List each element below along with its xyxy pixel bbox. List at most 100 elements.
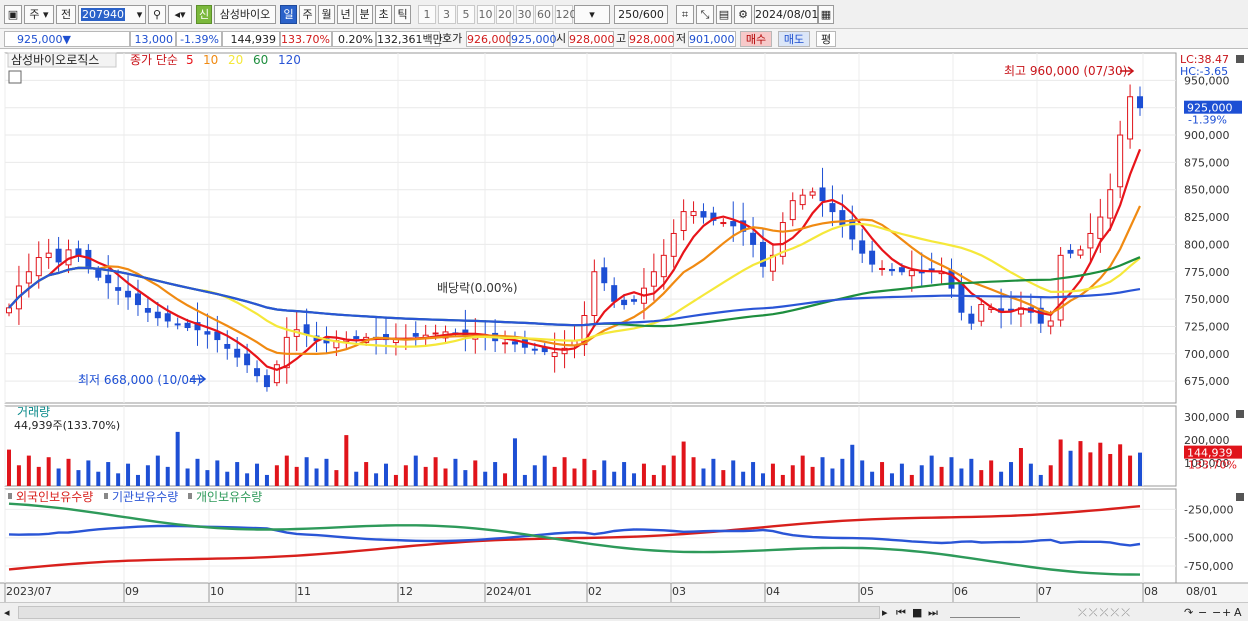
- volume-bar: [1128, 455, 1133, 486]
- volume-bar: [66, 458, 71, 486]
- text-size-icon[interactable]: A: [1234, 606, 1242, 619]
- volume-bar: [126, 463, 131, 486]
- volume-bar: [1118, 444, 1123, 486]
- interval-button[interactable]: 60: [535, 5, 553, 24]
- volume-bar: [731, 460, 736, 486]
- draw-tool-icon[interactable]: ⤡: [696, 5, 714, 24]
- period-tab[interactable]: 년: [337, 5, 354, 24]
- volume-bar: [86, 460, 91, 486]
- holding-close-icon[interactable]: [1236, 493, 1244, 501]
- candle-body: [95, 269, 102, 278]
- candle-body: [849, 219, 856, 240]
- legend-stock-name: 삼성바이오로직스: [11, 53, 99, 67]
- legend-ma-period[interactable]: 60: [253, 53, 268, 67]
- zoom-in-icon[interactable]: +: [1222, 606, 1232, 619]
- volume-bar: [433, 457, 438, 486]
- candle-body: [978, 304, 985, 322]
- holding-legend-item[interactable]: 기관보유수량: [112, 490, 178, 504]
- price-tick-label: 950,000: [1184, 74, 1230, 87]
- next-page-icon[interactable]: ⏭: [928, 606, 938, 619]
- holding-legend-item[interactable]: 개인보유수량: [196, 490, 262, 504]
- horizontal-scrollbar[interactable]: [18, 606, 880, 619]
- buy-button[interactable]: 매수: [740, 31, 772, 47]
- calendar-icon[interactable]: ▦: [818, 5, 834, 24]
- stop-icon[interactable]: ■: [912, 606, 923, 619]
- period-tab[interactable]: 분: [356, 5, 373, 24]
- prev-page-icon[interactable]: ⏮: [896, 606, 906, 619]
- volume-bar: [532, 465, 537, 486]
- legend-ma-period[interactable]: 20: [228, 53, 243, 67]
- search-icon[interactable]: ⚲: [148, 5, 166, 24]
- volume-bar: [711, 458, 716, 486]
- sell-button[interactable]: 매도: [778, 31, 810, 47]
- layout-icon[interactable]: ▣: [4, 5, 22, 24]
- volume-bar: [1058, 439, 1063, 486]
- candle-body: [839, 210, 846, 226]
- volume-bar: [235, 462, 240, 486]
- crosshair-icon[interactable]: ⌗: [676, 5, 694, 24]
- candle-body: [809, 191, 816, 196]
- lc-label: LC:38.47: [1180, 53, 1229, 66]
- volume-bar: [810, 466, 815, 486]
- prev-button[interactable]: 전: [56, 5, 76, 24]
- interval-dropdown[interactable]: ▾: [574, 5, 610, 24]
- volume-bar: [106, 462, 111, 486]
- period-tab[interactable]: 초: [375, 5, 392, 24]
- interval-button[interactable]: 3: [437, 5, 456, 24]
- period-tab[interactable]: 틱: [394, 5, 411, 24]
- period-tab[interactable]: 일: [280, 5, 297, 24]
- interval-button[interactable]: 20: [496, 5, 514, 24]
- period-tab[interactable]: 월: [318, 5, 335, 24]
- volume-ratio: 133.70%: [280, 31, 332, 47]
- stock-chart[interactable]: 950,000 925,000 900,000 875,000 850,000 825,0…: [0, 50, 1248, 602]
- zoom-out-icon[interactable]: −: [1198, 606, 1208, 619]
- interval-button[interactable]: 1: [418, 5, 436, 24]
- interval-button[interactable]: 10: [476, 5, 495, 24]
- candle-body: [1107, 189, 1114, 219]
- period-tab[interactable]: 주: [299, 5, 316, 24]
- period-select[interactable]: 주 ▾: [24, 5, 54, 24]
- speaker-icon[interactable]: ◂▾: [168, 5, 192, 24]
- zoom-slider[interactable]: [950, 609, 1020, 618]
- interval-button[interactable]: 5: [457, 5, 475, 24]
- volume-close-icon[interactable]: [1236, 410, 1244, 418]
- legend-ma-period[interactable]: 5: [186, 53, 194, 67]
- ask-price: 926,000: [466, 31, 513, 47]
- volume-bar: [185, 468, 190, 486]
- gear-icon[interactable]: ⚙: [734, 5, 752, 24]
- code-dropdown-icon[interactable]: ▾: [134, 5, 146, 24]
- date-field[interactable]: 2024/08/01: [754, 5, 818, 24]
- volume-current-tag-text: 144,939: [1187, 447, 1233, 460]
- redo-icon[interactable]: ↷: [1184, 606, 1194, 619]
- scroll-right-icon[interactable]: ▸: [882, 606, 888, 619]
- save-icon[interactable]: ▤: [716, 5, 732, 24]
- interval-button[interactable]: 120: [554, 5, 577, 24]
- candle-body: [898, 267, 905, 273]
- interval-button[interactable]: 30: [515, 5, 534, 24]
- panel-close-icon[interactable]: [1236, 55, 1244, 63]
- change-value: 13,000: [130, 31, 176, 47]
- volume-bar: [175, 431, 180, 486]
- grid-toggle-icon[interactable]: [8, 70, 22, 84]
- legend-ma-period[interactable]: 120: [278, 53, 301, 67]
- volume-bar: [880, 462, 885, 486]
- legend-ma-type: 종가 단순: [130, 53, 178, 67]
- legend-ma-period[interactable]: 10: [203, 53, 218, 67]
- eval-button[interactable]: 평: [816, 31, 836, 47]
- minus-icon[interactable]: −: [1212, 606, 1222, 619]
- tool-icons[interactable]: ⤫⤫⤫⤫⤫: [1078, 606, 1132, 619]
- volume-bar: [264, 474, 269, 486]
- volume-bar: [800, 455, 805, 486]
- scroll-left-icon[interactable]: ◂: [4, 606, 10, 619]
- count-field[interactable]: 250/600: [614, 5, 668, 24]
- candle-body: [134, 293, 141, 306]
- volume-bar: [344, 435, 349, 486]
- candle-body: [1037, 307, 1044, 324]
- holding-legend-item[interactable]: 외국인보유수량: [16, 490, 93, 504]
- volume-bar: [165, 466, 170, 486]
- candle-body: [1067, 249, 1074, 254]
- volume-bar: [1038, 474, 1043, 486]
- stock-name-field[interactable]: 삼성바이오: [214, 5, 276, 24]
- stock-code-input[interactable]: 207940: [78, 5, 146, 24]
